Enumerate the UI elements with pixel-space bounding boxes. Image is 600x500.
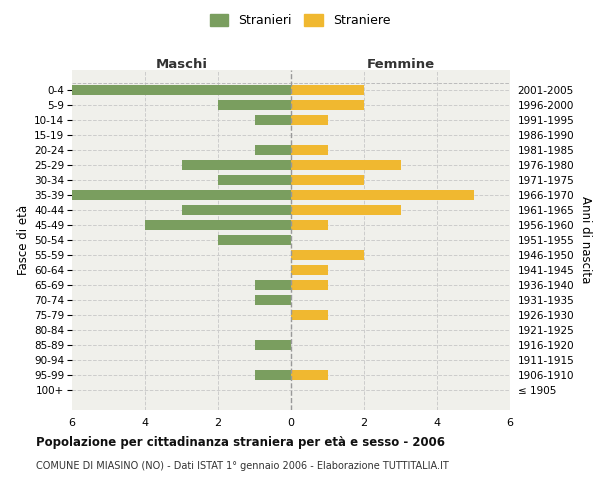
Text: COMUNE DI MIASINO (NO) - Dati ISTAT 1° gennaio 2006 - Elaborazione TUTTITALIA.IT: COMUNE DI MIASINO (NO) - Dati ISTAT 1° g… <box>36 461 449 471</box>
Bar <box>291 280 328 290</box>
Bar <box>254 340 291 349</box>
Text: Femmine: Femmine <box>367 58 434 71</box>
Legend: Stranieri, Straniere: Stranieri, Straniere <box>205 8 395 32</box>
Bar <box>291 160 401 170</box>
Bar <box>291 176 364 185</box>
Bar <box>145 220 291 230</box>
Y-axis label: Fasce di età: Fasce di età <box>17 205 30 275</box>
Y-axis label: Anni di nascita: Anni di nascita <box>578 196 592 284</box>
Bar <box>254 280 291 290</box>
Text: Maschi: Maschi <box>155 58 208 71</box>
Bar <box>291 100 364 110</box>
Bar <box>291 265 328 275</box>
Bar <box>182 205 291 215</box>
Bar <box>218 100 291 110</box>
Bar <box>254 146 291 155</box>
Bar <box>291 116 328 125</box>
Bar <box>72 190 291 200</box>
Bar <box>218 176 291 185</box>
Bar <box>291 190 473 200</box>
Bar <box>291 250 364 260</box>
Bar <box>291 146 328 155</box>
Bar <box>254 370 291 380</box>
Bar <box>72 86 291 95</box>
Bar <box>218 235 291 245</box>
Bar <box>291 86 364 95</box>
Bar <box>254 116 291 125</box>
Text: Popolazione per cittadinanza straniera per età e sesso - 2006: Popolazione per cittadinanza straniera p… <box>36 436 445 449</box>
Bar <box>182 160 291 170</box>
Bar <box>291 370 328 380</box>
Bar <box>291 205 401 215</box>
Bar <box>291 310 328 320</box>
Bar <box>254 295 291 304</box>
Bar <box>291 220 328 230</box>
